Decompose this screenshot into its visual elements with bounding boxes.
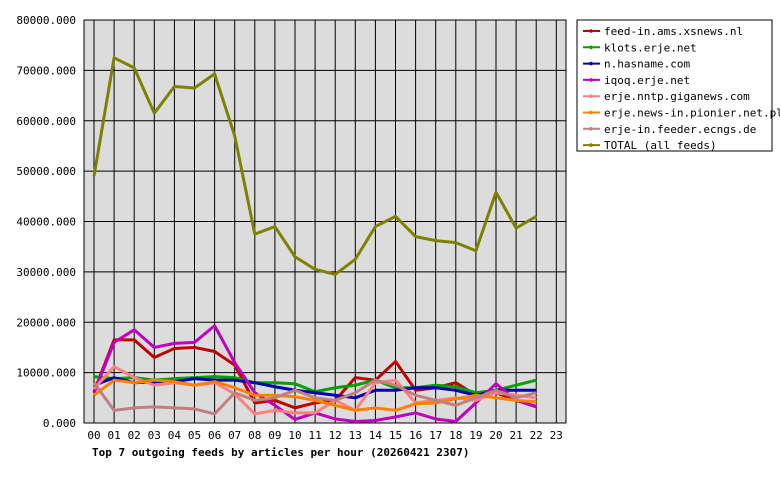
y-tick-label: 60000.000 [16, 115, 76, 128]
legend-marker [589, 45, 593, 50]
y-tick-label: 80000.000 [16, 14, 76, 27]
x-tick-label: 09 [268, 429, 281, 442]
legend-box [576, 19, 773, 152]
legend-label: erje-in.feeder.ecngs.de [604, 123, 756, 136]
x-axis-ticks: 00 01 02 03 04 05 06 07 08 09 10 11 12 13 14 15 16 17 18 19… [87, 429, 563, 442]
x-tick-label: 12 [329, 429, 342, 442]
legend: feed-in.ams.xsnews.nl klots.erje.net n.has… [583, 25, 780, 152]
x-tick-label: 17 [429, 429, 442, 442]
legend-marker [589, 94, 593, 98]
x-tick-label: 20 [489, 429, 502, 442]
x-tick-label: 00 [87, 429, 100, 442]
x-tick-label: 05 [188, 429, 201, 442]
x-tick-label: 23 [550, 429, 563, 442]
y-tick-label: 20000.000 [16, 316, 76, 329]
x-tick-label: 10 [288, 429, 301, 442]
y-tick-label: 10000.000 [16, 367, 76, 380]
x-tick-label: 14 [369, 429, 383, 442]
y-tick-label: 30000.000 [16, 266, 76, 279]
y-tick-label: 70000.000 [16, 64, 76, 77]
legend-label: iqoq.erje.net [604, 74, 690, 87]
x-tick-label: 11 [308, 429, 321, 442]
x-tick-label: 16 [409, 429, 422, 442]
y-tick-label: 0.000 [43, 417, 76, 430]
legend-marker [589, 78, 593, 82]
x-tick-label: 22 [530, 429, 543, 442]
series-line [92, 378, 537, 416]
x-tick-label: 21 [509, 429, 522, 442]
grid-lines [84, 19, 566, 424]
chart-title: Top 7 outgoing feeds by articles per hou… [92, 446, 470, 459]
x-tick-label: 08 [248, 429, 261, 442]
legend-label: erje.nntp.giganews.com [604, 90, 750, 103]
x-tick-label: 07 [228, 429, 241, 442]
legend-marker [589, 29, 593, 33]
y-axis-ticks: 0.000 10000.000 20000.000 30000.000 40000.00… [16, 14, 76, 430]
y-tick-label: 40000.000 [16, 216, 76, 229]
y-tick-label: 50000.000 [16, 165, 76, 178]
series-line [92, 338, 537, 410]
x-tick-label: 04 [168, 429, 182, 442]
x-tick-label: 13 [349, 429, 362, 442]
x-tick-label: 03 [148, 429, 161, 442]
legend-marker [589, 127, 593, 131]
legend-marker [589, 61, 593, 66]
series-line [92, 56, 537, 276]
x-tick-label: 02 [128, 429, 141, 442]
legend-label: erje.news-in.pionier.net.pl [604, 107, 780, 120]
legend-label: klots.erje.net [604, 41, 697, 54]
series-line [93, 378, 537, 412]
legend-label: feed-in.ams.xsnews.nl [604, 25, 743, 38]
legend-marker [589, 143, 593, 147]
x-tick-label: 06 [208, 429, 221, 442]
legend-label: TOTAL (all feeds) [604, 139, 717, 152]
legend-label: n.hasname.com [604, 58, 690, 71]
series-lines [92, 56, 537, 423]
legend-marker [589, 110, 593, 115]
x-tick-label: 01 [107, 429, 120, 442]
x-tick-label: 18 [449, 429, 462, 442]
x-tick-label: 19 [469, 429, 482, 442]
x-tick-label: 15 [389, 429, 402, 442]
